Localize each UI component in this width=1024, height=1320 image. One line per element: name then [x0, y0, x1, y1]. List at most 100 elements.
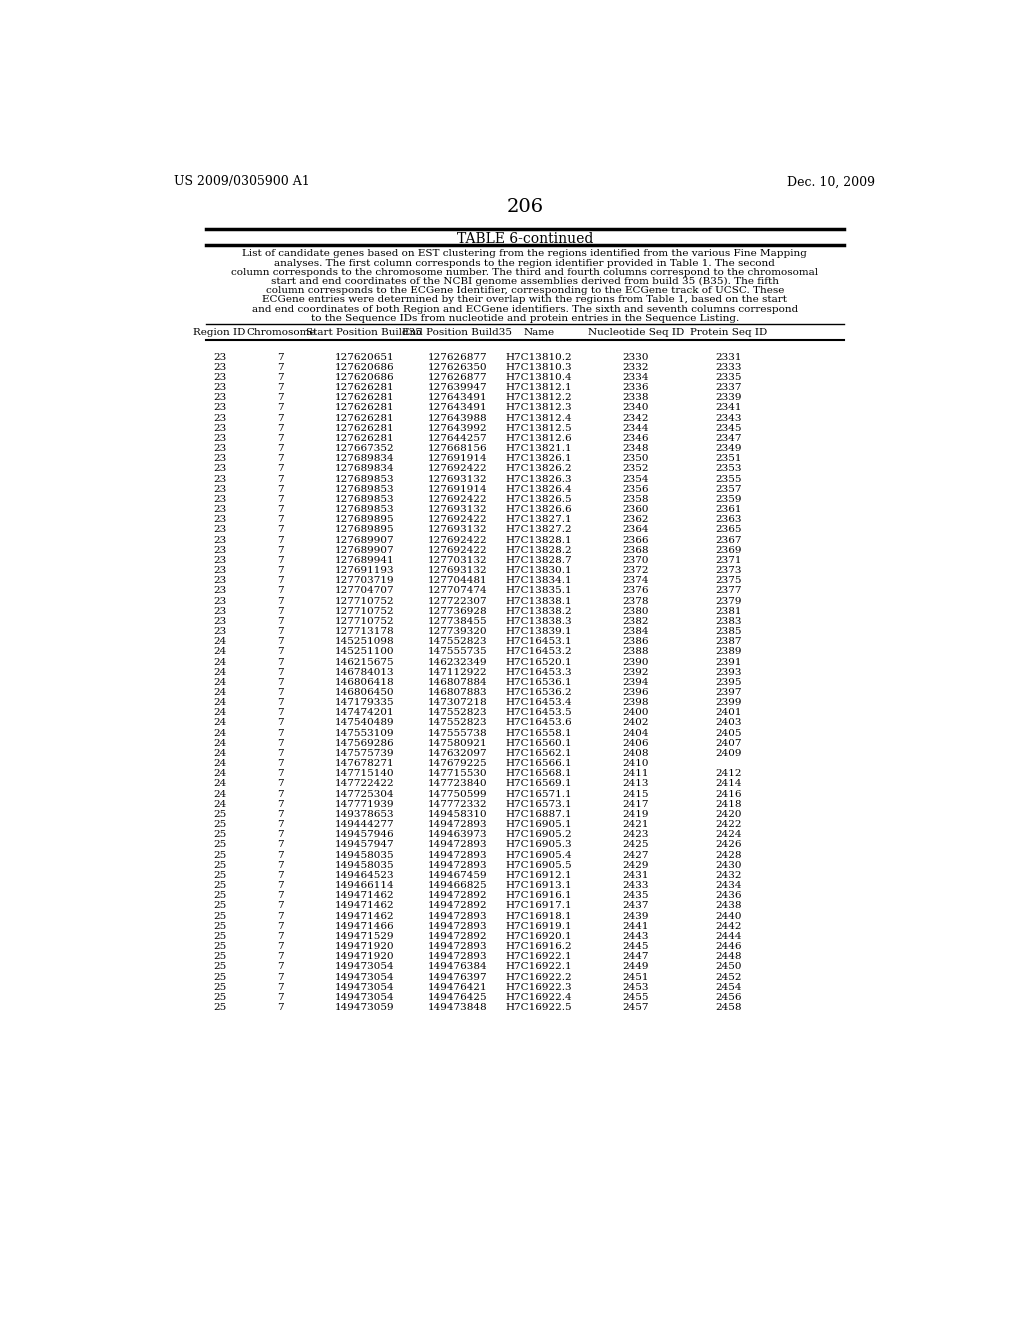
Text: 127692422: 127692422 — [428, 545, 487, 554]
Text: 127704481: 127704481 — [428, 577, 487, 585]
Text: 2418: 2418 — [716, 800, 741, 809]
Text: 149473848: 149473848 — [428, 1003, 487, 1012]
Text: 147474201: 147474201 — [335, 709, 394, 717]
Text: 146215675: 146215675 — [335, 657, 394, 667]
Text: 7: 7 — [278, 668, 284, 677]
Text: H7C13826.6: H7C13826.6 — [506, 506, 572, 513]
Text: 23: 23 — [213, 444, 226, 453]
Text: 149466825: 149466825 — [428, 882, 487, 890]
Text: 127689853: 127689853 — [335, 484, 394, 494]
Text: 23: 23 — [213, 525, 226, 535]
Text: H7C16536.1: H7C16536.1 — [506, 678, 572, 686]
Text: H7C13812.4: H7C13812.4 — [506, 413, 572, 422]
Text: 2380: 2380 — [623, 607, 649, 615]
Text: 149457947: 149457947 — [335, 841, 394, 850]
Text: 147750599: 147750599 — [428, 789, 487, 799]
Text: 2432: 2432 — [716, 871, 741, 880]
Text: 127692422: 127692422 — [428, 536, 487, 545]
Text: Name: Name — [523, 327, 554, 337]
Text: 127643988: 127643988 — [428, 413, 487, 422]
Text: 2440: 2440 — [716, 912, 741, 920]
Text: 2347: 2347 — [716, 434, 741, 444]
Text: 2430: 2430 — [716, 861, 741, 870]
Text: 2333: 2333 — [716, 363, 741, 372]
Text: 23: 23 — [213, 363, 226, 372]
Text: H7C13838.2: H7C13838.2 — [506, 607, 572, 615]
Text: 2337: 2337 — [716, 383, 741, 392]
Text: 2427: 2427 — [623, 850, 649, 859]
Text: 7: 7 — [278, 444, 284, 453]
Text: H7C13826.3: H7C13826.3 — [506, 475, 572, 483]
Text: 2447: 2447 — [623, 952, 649, 961]
Text: 2423: 2423 — [623, 830, 649, 840]
Text: 2368: 2368 — [623, 545, 649, 554]
Text: 24: 24 — [213, 759, 226, 768]
Text: 2336: 2336 — [623, 383, 649, 392]
Text: 147632097: 147632097 — [428, 748, 487, 758]
Text: 25: 25 — [213, 973, 226, 982]
Text: 149472893: 149472893 — [428, 952, 487, 961]
Text: 149471920: 149471920 — [335, 942, 394, 952]
Text: 149472893: 149472893 — [428, 820, 487, 829]
Text: 25: 25 — [213, 952, 226, 961]
Text: 2428: 2428 — [716, 850, 741, 859]
Text: 2400: 2400 — [623, 709, 649, 717]
Text: 7: 7 — [278, 545, 284, 554]
Text: 2351: 2351 — [716, 454, 741, 463]
Text: 2449: 2449 — [623, 962, 649, 972]
Text: 24: 24 — [213, 780, 226, 788]
Text: 2341: 2341 — [716, 404, 741, 412]
Text: analyses. The first column corresponds to the region identifier provided in Tabl: analyses. The first column corresponds t… — [274, 259, 775, 268]
Text: H7C16453.4: H7C16453.4 — [506, 698, 572, 708]
Text: 2433: 2433 — [623, 882, 649, 890]
Text: 23: 23 — [213, 484, 226, 494]
Text: 149472893: 149472893 — [428, 912, 487, 920]
Text: 147552823: 147552823 — [428, 718, 487, 727]
Text: 149472893: 149472893 — [428, 841, 487, 850]
Text: column corresponds to the chromosome number. The third and fourth columns corres: column corresponds to the chromosome num… — [231, 268, 818, 277]
Text: 2421: 2421 — [623, 820, 649, 829]
Text: 127620651: 127620651 — [335, 352, 394, 362]
Text: 2403: 2403 — [716, 718, 741, 727]
Text: 7: 7 — [278, 424, 284, 433]
Text: 149472892: 149472892 — [428, 891, 487, 900]
Text: 2377: 2377 — [716, 586, 741, 595]
Text: H7C16453.5: H7C16453.5 — [506, 709, 572, 717]
Text: 7: 7 — [278, 688, 284, 697]
Text: 127722307: 127722307 — [428, 597, 487, 606]
Text: 25: 25 — [213, 932, 226, 941]
Text: 2410: 2410 — [623, 759, 649, 768]
Text: 147179335: 147179335 — [335, 698, 394, 708]
Text: 2442: 2442 — [716, 921, 741, 931]
Text: 127689895: 127689895 — [335, 525, 394, 535]
Text: 24: 24 — [213, 647, 226, 656]
Text: 2360: 2360 — [623, 506, 649, 513]
Text: 7: 7 — [278, 566, 284, 576]
Text: H7C13826.2: H7C13826.2 — [506, 465, 572, 474]
Text: 2362: 2362 — [623, 515, 649, 524]
Text: 2419: 2419 — [623, 810, 649, 818]
Text: 2369: 2369 — [716, 545, 741, 554]
Text: H7C16558.1: H7C16558.1 — [506, 729, 572, 738]
Text: ECGene entries were determined by their overlap with the regions from Table 1, b: ECGene entries were determined by their … — [262, 296, 787, 305]
Text: 7: 7 — [278, 993, 284, 1002]
Text: H7C13812.6: H7C13812.6 — [506, 434, 572, 444]
Text: H7C16913.1: H7C16913.1 — [506, 882, 572, 890]
Text: H7C13821.1: H7C13821.1 — [506, 444, 572, 453]
Text: 2444: 2444 — [716, 932, 741, 941]
Text: 7: 7 — [278, 810, 284, 818]
Text: 127691914: 127691914 — [428, 454, 487, 463]
Text: 7: 7 — [278, 495, 284, 504]
Text: 7: 7 — [278, 962, 284, 972]
Text: 2382: 2382 — [623, 616, 649, 626]
Text: 7: 7 — [278, 484, 284, 494]
Text: 149467459: 149467459 — [428, 871, 487, 880]
Text: 2417: 2417 — [623, 800, 649, 809]
Text: 145251100: 145251100 — [335, 647, 394, 656]
Text: Chromosome: Chromosome — [246, 327, 315, 337]
Text: 2395: 2395 — [716, 678, 741, 686]
Text: 7: 7 — [278, 434, 284, 444]
Text: 127626281: 127626281 — [335, 393, 394, 403]
Text: 23: 23 — [213, 393, 226, 403]
Text: 23: 23 — [213, 404, 226, 412]
